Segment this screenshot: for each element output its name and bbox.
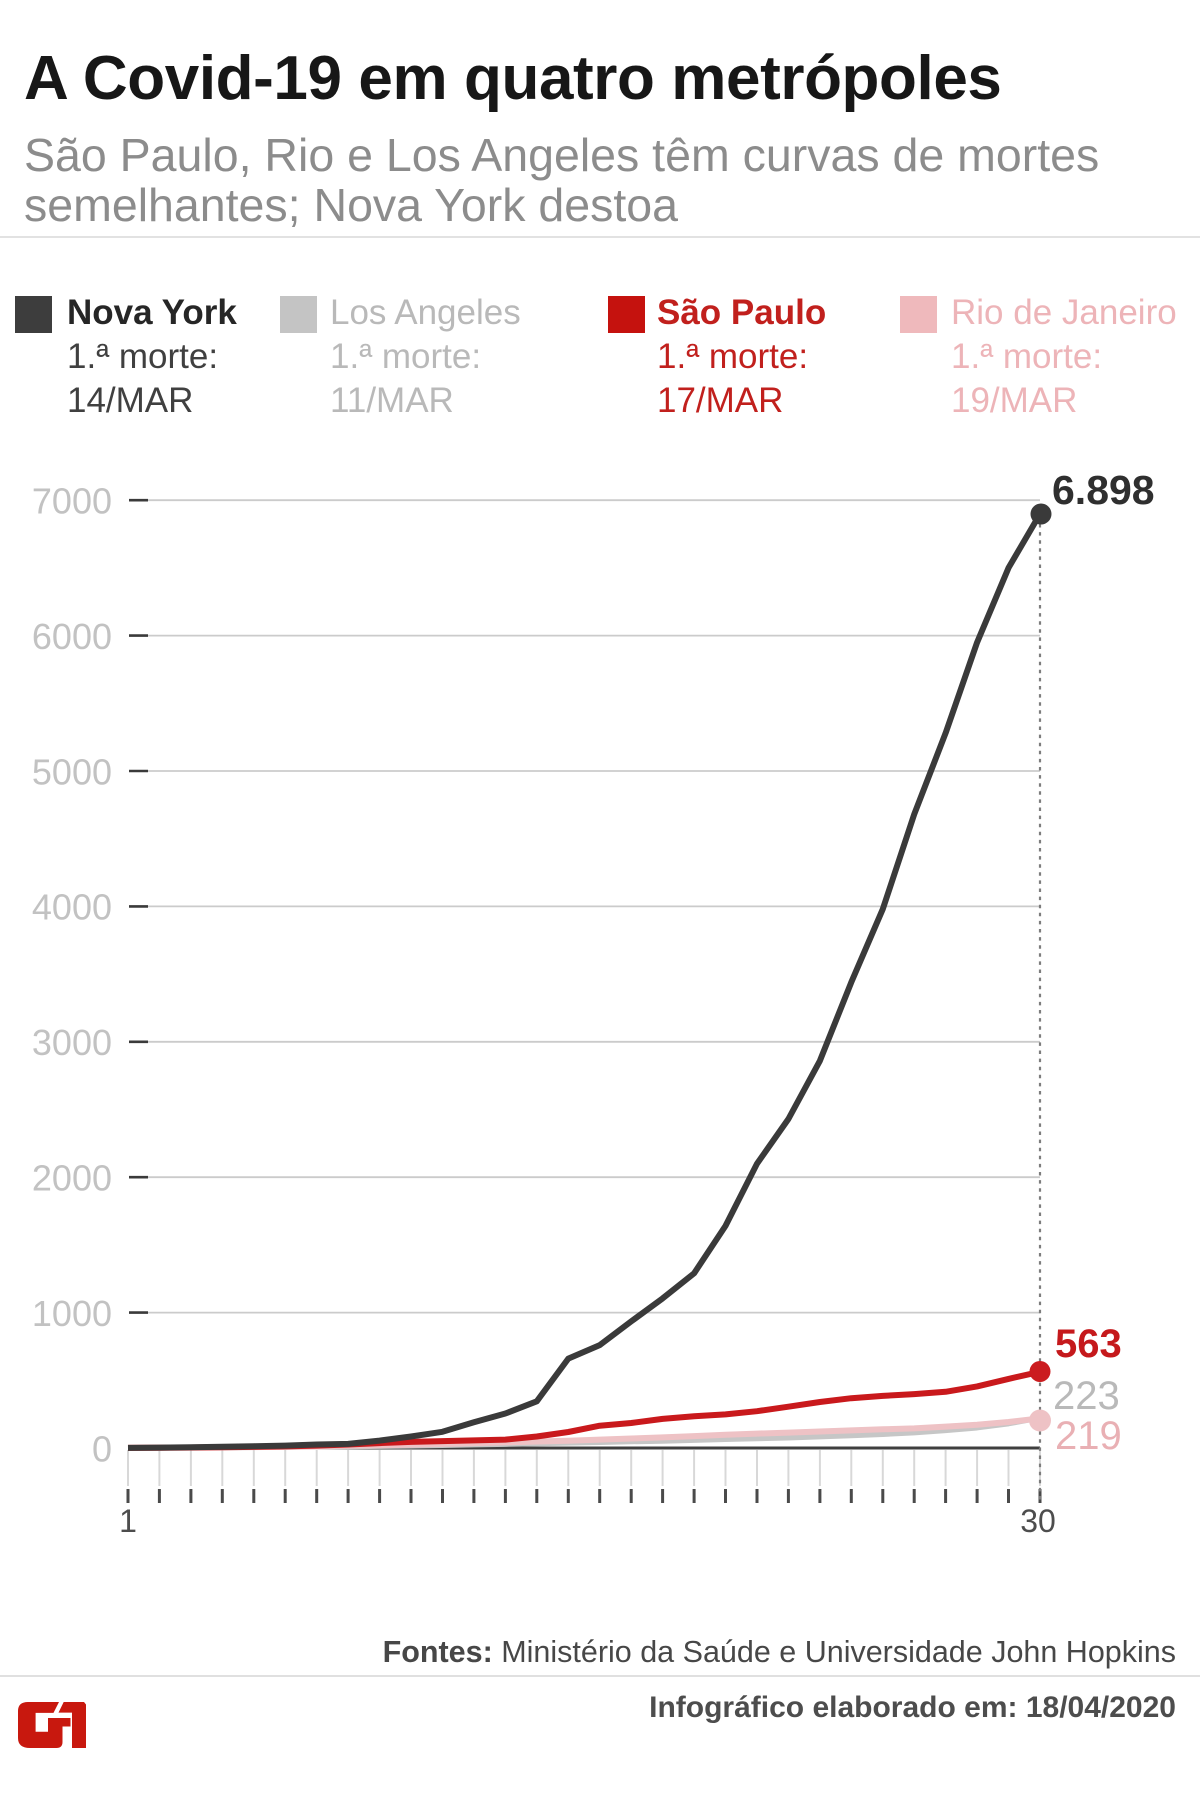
svg-text:1: 1 [119,1503,137,1539]
svg-text:223: 223 [1053,1374,1120,1418]
svg-text:1000: 1000 [32,1293,112,1334]
svg-text:6.898: 6.898 [1052,467,1155,513]
svg-text:219: 219 [1055,1414,1122,1458]
svg-text:7000: 7000 [32,481,112,522]
svg-text:4000: 4000 [32,887,112,928]
svg-text:563: 563 [1055,1322,1122,1366]
svg-text:5000: 5000 [32,751,112,792]
svg-text:2000: 2000 [32,1158,112,1199]
svg-text:6000: 6000 [32,616,112,657]
svg-text:3000: 3000 [32,1022,112,1063]
svg-text:30: 30 [1020,1503,1056,1539]
svg-text:0: 0 [92,1428,112,1469]
